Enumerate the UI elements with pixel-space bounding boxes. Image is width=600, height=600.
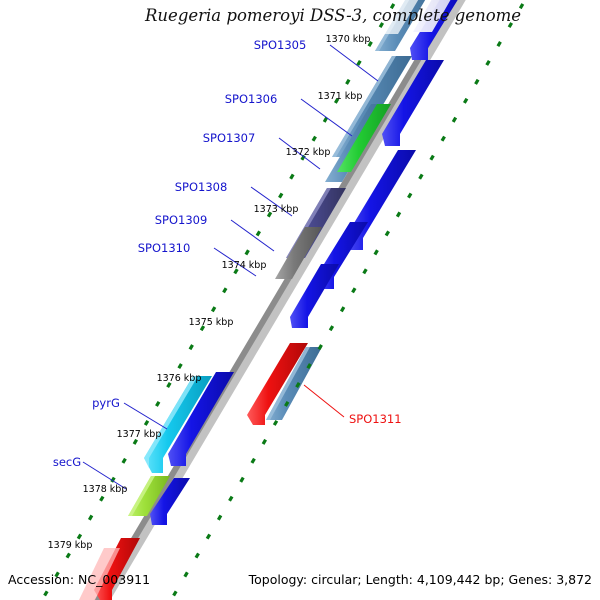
- tick-label: 1378 kbp: [83, 484, 128, 495]
- outer-feature-track[interactable]: [79, 0, 437, 600]
- feature-bottom-red-faded: [79, 548, 120, 600]
- tick-label: 1375 kbp: [189, 317, 234, 328]
- axis-tick-labels: 1370 kbp 1371 kbp 1372 kbp 1373 kbp 1374…: [48, 34, 371, 551]
- feature-spo1306-cds-green[interactable]: [337, 104, 391, 172]
- feature-spo1310[interactable]: [275, 227, 322, 279]
- leader-spo1310: [213, 247, 257, 277]
- label-spo1305[interactable]: SPO1305: [254, 38, 307, 52]
- gc-skew-right-line: [169, 0, 528, 600]
- gc-skew-left-line: [40, 0, 399, 600]
- feature-cds-7[interactable]: [150, 478, 190, 525]
- label-spo1308[interactable]: SPO1308: [175, 180, 228, 194]
- backbone-line: [94, 0, 457, 600]
- leader-spo1311: [303, 384, 345, 418]
- gene-labels[interactable]: SPO1305 SPO1306 SPO1307 SPO1308 SPO1309 …: [53, 38, 402, 469]
- leader-spo1306: [300, 98, 353, 137]
- tick-label: 1373 kbp: [254, 204, 299, 215]
- leader-spo1309: [230, 219, 275, 252]
- leader-spo1307: [278, 137, 321, 170]
- feature-secg[interactable]: [128, 476, 170, 516]
- label-spo1309[interactable]: SPO1309: [155, 213, 208, 227]
- tick-label: 1374 kbp: [222, 260, 267, 271]
- tick-label: 1371 kbp: [318, 91, 363, 102]
- feature-cds-2[interactable]: [382, 60, 444, 146]
- right-feature-track[interactable]: [247, 343, 322, 425]
- feature-highlight-pale: [379, 0, 451, 34]
- genome-summary-label: Topology: circular; Length: 4,109,442 bp…: [248, 572, 592, 587]
- label-spo1310[interactable]: SPO1310: [138, 241, 191, 255]
- label-spo1307[interactable]: SPO1307: [203, 131, 256, 145]
- tick-label: 1370 kbp: [326, 34, 371, 45]
- gc-skew-track: [40, 0, 528, 600]
- feature-cds-1[interactable]: [410, 0, 470, 60]
- feature-cds-6[interactable]: [168, 372, 234, 466]
- leader-secg: [82, 461, 127, 490]
- tick-label: 1372 kbp: [286, 147, 331, 158]
- feature-bottom-red[interactable]: [94, 538, 140, 600]
- label-spo1306[interactable]: SPO1306: [225, 92, 278, 106]
- label-spo1311[interactable]: SPO1311: [349, 412, 402, 426]
- leader-spo1308: [250, 186, 293, 217]
- inner-feature-track[interactable]: [150, 0, 470, 525]
- tick-label: 1377 kbp: [117, 429, 162, 440]
- label-leader-lines: [82, 44, 379, 490]
- accession-label: Accession: NC_003911: [8, 572, 150, 587]
- label-pyrg[interactable]: pyrG: [92, 396, 120, 410]
- tick-label: 1379 kbp: [48, 540, 93, 551]
- feature-pyrg[interactable]: [144, 376, 212, 473]
- tick-label: 1376 kbp: [157, 373, 202, 384]
- feature-spo1311-red[interactable]: [247, 343, 308, 425]
- leader-spo1305: [329, 44, 379, 82]
- label-secg[interactable]: secG: [53, 455, 81, 469]
- leader-pyrg: [123, 402, 168, 430]
- page-title: Ruegeria pomeroyi DSS-3, complete genome: [144, 6, 521, 25]
- feature-cds-5[interactable]: [290, 264, 339, 328]
